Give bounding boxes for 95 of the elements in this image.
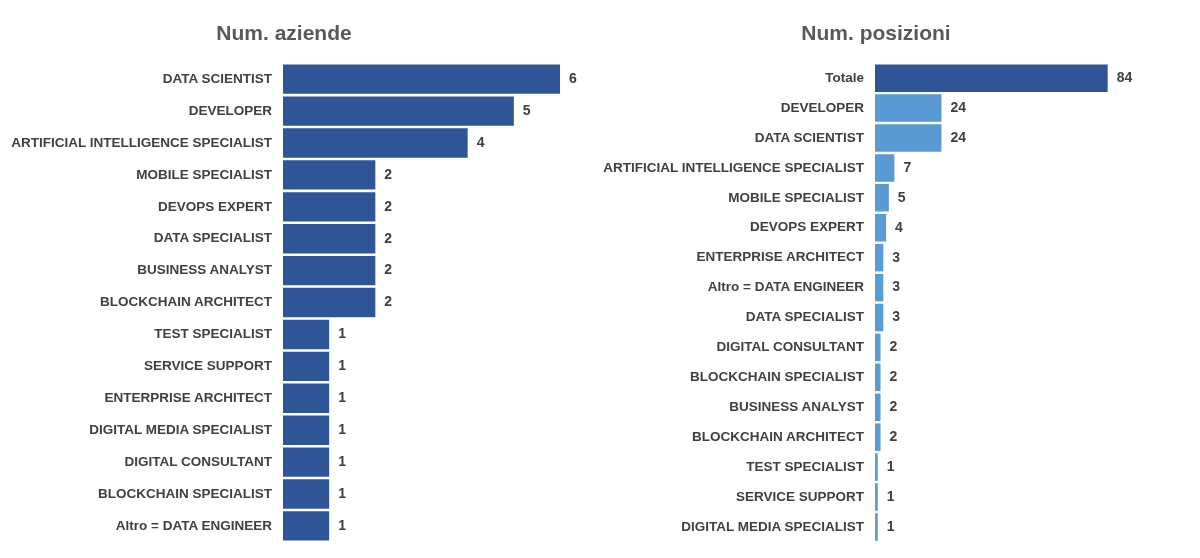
- data-label: 3: [892, 308, 901, 325]
- bar: [283, 479, 330, 509]
- data-label: 2: [889, 428, 898, 445]
- y-tick-label: BUSINESS ANALYST: [729, 398, 865, 414]
- y-tick-label: DATA SCIENTIST: [162, 70, 273, 86]
- y-tick-label: TEST SPECIALIST: [746, 458, 865, 474]
- bar: [283, 224, 376, 254]
- data-label: 1: [338, 325, 347, 342]
- bar: [283, 255, 376, 286]
- data-label: 1: [886, 457, 895, 474]
- chart-title: Num. posizioni: [801, 21, 951, 45]
- bar: [283, 415, 330, 445]
- bar: [283, 319, 330, 350]
- bar: [875, 303, 884, 332]
- data-label: 24: [950, 128, 967, 145]
- y-tick-label: SERVICE SUPPORT: [143, 358, 273, 374]
- data-label: 24: [950, 98, 967, 115]
- bar: [875, 453, 878, 481]
- bar: [283, 64, 560, 94]
- bar: [875, 423, 881, 451]
- data-label: 2: [889, 338, 898, 355]
- data-label: 2: [384, 229, 393, 246]
- data-label: 1: [338, 452, 347, 469]
- bar: [875, 393, 881, 422]
- data-label: 6: [569, 70, 577, 87]
- bar: [875, 243, 884, 272]
- data-label: 1: [338, 357, 347, 374]
- y-tick-label: MOBILE SPECIALIST: [136, 166, 273, 182]
- bar: [283, 511, 330, 541]
- y-tick-label: DIGITAL MEDIA SPECIALIST: [681, 518, 865, 534]
- data-label: 7: [903, 158, 912, 175]
- data-label: 5: [897, 188, 906, 205]
- y-tick-label: TEST SPECIALIST: [154, 326, 273, 342]
- data-label: 1: [338, 389, 347, 406]
- bar: [875, 483, 878, 511]
- data-label: 2: [889, 368, 898, 385]
- bar: [875, 513, 878, 541]
- y-tick-label: DEVOPS EXPERT: [157, 198, 273, 214]
- bar: [875, 184, 889, 212]
- y-tick-label: DATA SPECIALIST: [153, 230, 273, 246]
- y-tick-label: DIGITAL CONSULTANT: [124, 453, 273, 469]
- bar: [875, 124, 942, 152]
- data-label: 1: [338, 516, 347, 533]
- y-tick-label: Totale: [825, 69, 865, 85]
- bar: [875, 94, 942, 122]
- bar: [283, 192, 376, 222]
- data-label: 4: [895, 218, 904, 235]
- y-tick-label: SERVICE SUPPORT: [735, 488, 865, 504]
- data-label: 2: [384, 165, 393, 182]
- bar: [283, 287, 376, 318]
- bar: [283, 96, 514, 126]
- data-label: 3: [892, 248, 901, 265]
- data-label: 3: [892, 278, 901, 295]
- bar: [875, 213, 887, 242]
- data-label: 1: [338, 421, 347, 438]
- data-label: 1: [886, 517, 895, 534]
- bar: [875, 363, 881, 392]
- y-tick-label: DIGITAL CONSULTANT: [716, 339, 865, 355]
- y-tick-label: Altro = DATA ENGINEER: [707, 279, 865, 295]
- y-tick-label: DEVELOPER: [188, 102, 273, 118]
- y-tick-label: BUSINESS ANALYST: [137, 262, 273, 278]
- y-tick-label: DEVELOPER: [780, 99, 865, 115]
- y-tick-label: DATA SPECIALIST: [745, 309, 865, 325]
- y-tick-label: ARTIFICIAL INTELLIGENCE SPECIALIST: [603, 159, 865, 175]
- y-tick-label: BLOCKCHAIN ARCHITECT: [692, 428, 865, 444]
- y-tick-label: ENTERPRISE ARCHITECT: [104, 390, 273, 406]
- bar: [283, 160, 376, 190]
- bar: [283, 351, 330, 382]
- y-tick-label: BLOCKCHAIN ARCHITECT: [100, 294, 273, 310]
- bar: [283, 383, 330, 413]
- y-tick-label: Altro = DATA ENGINEER: [115, 517, 273, 533]
- data-label: 4: [476, 133, 485, 150]
- data-label: 1: [338, 484, 347, 501]
- bar: [875, 333, 881, 362]
- y-tick-label: ENTERPRISE ARCHITECT: [696, 249, 865, 265]
- bar: [283, 447, 330, 477]
- y-tick-label: BLOCKCHAIN SPECIALIST: [689, 369, 865, 385]
- data-label: 2: [384, 197, 393, 214]
- bar: [875, 154, 895, 182]
- bar: [283, 128, 468, 158]
- bar: [875, 273, 884, 302]
- data-label: 5: [522, 101, 531, 118]
- y-tick-label: ARTIFICIAL INTELLIGENCE SPECIALIST: [11, 134, 273, 150]
- y-tick-label: BLOCKCHAIN SPECIALIST: [97, 485, 273, 501]
- data-label: 2: [384, 293, 393, 310]
- y-tick-label: DATA SCIENTIST: [754, 129, 865, 145]
- chart-title: Num. aziende: [216, 21, 352, 45]
- bar: [875, 64, 1108, 92]
- data-label: 1: [886, 487, 895, 504]
- data-label: 84: [1116, 69, 1133, 86]
- data-label: 2: [384, 261, 393, 278]
- y-tick-label: DIGITAL MEDIA SPECIALIST: [89, 421, 273, 437]
- y-tick-label: DEVOPS EXPERT: [749, 219, 865, 235]
- data-label: 2: [889, 398, 898, 415]
- y-tick-label: MOBILE SPECIALIST: [728, 189, 865, 205]
